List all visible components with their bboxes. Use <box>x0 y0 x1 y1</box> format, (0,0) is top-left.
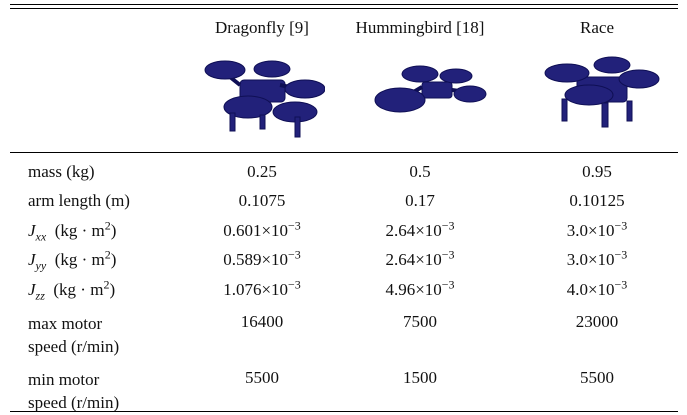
race-image <box>544 56 660 128</box>
column-header: Hummingbird [18] <box>355 18 485 37</box>
unit: (kg · m <box>54 221 105 240</box>
row-label: mass (kg) <box>28 162 95 182</box>
mantissa: 0.601×10 <box>223 221 289 240</box>
value-cell: 0.601×10−3 <box>223 218 301 241</box>
mantissa: 4.0×10 <box>566 280 615 299</box>
value-text: 0.5 <box>409 162 431 181</box>
value-text: 7500 <box>403 312 437 331</box>
exponent: −3 <box>614 218 628 233</box>
row-label-text: speed (r/min) <box>28 393 120 412</box>
superscript: 2 <box>104 247 111 262</box>
row-label: Jzz (kg · m2) <box>28 277 116 303</box>
row-label-text: mass (kg) <box>28 162 95 181</box>
unit-close: ) <box>110 221 117 240</box>
value-text: 0.17 <box>405 191 435 210</box>
value-cell: 0.25 <box>247 162 277 182</box>
value-text: 16400 <box>240 312 284 331</box>
value-text: 0.1075 <box>238 191 286 210</box>
subscript: xx <box>35 229 47 244</box>
row-label-text: min motor <box>28 370 100 389</box>
row-label: arm length (m) <box>28 191 130 211</box>
value-cell: 0.589×10−3 <box>223 247 301 270</box>
value-cell: 0.10125 <box>569 191 624 211</box>
header-rule <box>10 152 678 153</box>
exponent: −3 <box>288 247 301 262</box>
exponent: −3 <box>614 277 628 292</box>
value-cell: 0.5 <box>409 162 430 182</box>
top-rule <box>10 4 678 5</box>
exponent: −3 <box>288 218 301 233</box>
exponent: −3 <box>441 247 455 262</box>
value-cell: 2.64×10−3 <box>385 247 455 270</box>
symbol: J <box>28 280 36 299</box>
mantissa: 1.076×10 <box>223 280 289 299</box>
subscript: zz <box>35 288 45 303</box>
bottom-rule <box>10 411 678 412</box>
value-text: 1500 <box>403 368 437 387</box>
value-cell: 0.95 <box>582 162 612 182</box>
value-cell: 4.0×10−3 <box>566 277 628 300</box>
value-cell: 16400 <box>241 312 284 332</box>
mantissa: 3.0×10 <box>566 221 615 240</box>
value-cell: 7500 <box>403 312 437 332</box>
value-text: 23000 <box>575 312 619 331</box>
value-text: 5500 <box>580 368 614 387</box>
row-label: max motor speed (r/min) <box>28 312 119 358</box>
value-text: 0.10125 <box>569 191 625 210</box>
value-cell: 4.96×10−3 <box>385 277 455 300</box>
value-text: 5500 <box>245 368 279 387</box>
row-label-text-line: speed (r/min) <box>28 391 119 414</box>
value-cell: 3.0×10−3 <box>566 247 628 270</box>
column-header: Dragonfly [9] <box>215 18 309 37</box>
row-label-text-line: speed (r/min) <box>28 335 119 358</box>
value-cell: 1.076×10−3 <box>223 277 301 300</box>
mantissa: 2.64×10 <box>385 221 442 240</box>
value-cell: 23000 <box>576 312 619 332</box>
exponent: −3 <box>441 218 455 233</box>
unit: (kg · m <box>53 280 104 299</box>
row-label-text-line: min motor <box>28 368 119 391</box>
exponent: −3 <box>288 277 301 292</box>
row-label-text: speed (r/min) <box>28 337 120 356</box>
value-cell: 3.0×10−3 <box>566 218 628 241</box>
symbol: J <box>28 221 36 240</box>
row-label-text-line: max motor <box>28 312 119 335</box>
value-cell: 2.64×10−3 <box>385 218 455 241</box>
value-cell: 5500 <box>580 368 614 388</box>
top-rule <box>10 8 678 9</box>
dragonfly-image <box>204 60 325 138</box>
row-label: Jyy (kg · m2) <box>28 247 117 273</box>
mantissa: 2.64×10 <box>385 250 442 269</box>
row-label: min motor speed (r/min) <box>28 368 119 414</box>
value-cell: 0.17 <box>405 191 435 211</box>
column-header: Race <box>580 18 614 37</box>
mantissa: 4.96×10 <box>385 280 442 299</box>
mantissa: 3.0×10 <box>566 250 615 269</box>
value-cell: 0.1075 <box>239 191 286 211</box>
superscript: 2 <box>104 218 111 233</box>
value-cell: 1500 <box>403 368 437 388</box>
value-text: 0.25 <box>247 162 277 181</box>
superscript: 2 <box>103 277 110 292</box>
unit-close: ) <box>109 280 116 299</box>
mantissa: 0.589×10 <box>223 250 289 269</box>
hummingbird-image <box>374 65 487 113</box>
exponent: −3 <box>441 277 455 292</box>
value-text: 0.95 <box>582 162 612 181</box>
row-label: Jxx (kg · m2) <box>28 218 117 244</box>
unit-close: ) <box>110 250 117 269</box>
subscript: yy <box>35 258 47 273</box>
value-cell: 5500 <box>245 368 279 388</box>
exponent: −3 <box>614 247 628 262</box>
row-label-text: max motor <box>28 314 103 333</box>
unit: (kg · m <box>54 250 105 269</box>
symbol: J <box>28 250 36 269</box>
row-label-text: arm length (m) <box>28 191 130 210</box>
